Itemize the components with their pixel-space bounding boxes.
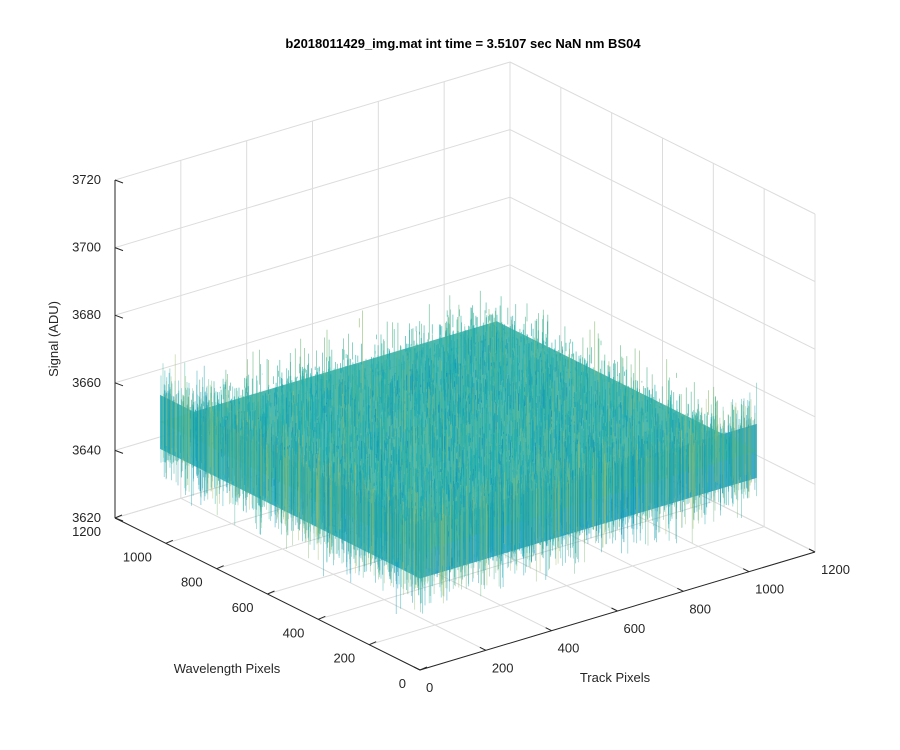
grid-line-side-z — [509, 61, 816, 215]
grid-line-back-z — [114, 264, 511, 384]
grid-line-back-z — [114, 196, 511, 316]
grid-line-side-z — [509, 264, 816, 418]
grid-line-floor-y — [369, 526, 765, 646]
grid-line-side-z — [509, 196, 816, 350]
grid-line-back-z — [114, 129, 511, 249]
grid-line-side-z — [509, 129, 816, 283]
grid-line-back-z — [114, 61, 511, 181]
signal-surface — [160, 290, 757, 614]
